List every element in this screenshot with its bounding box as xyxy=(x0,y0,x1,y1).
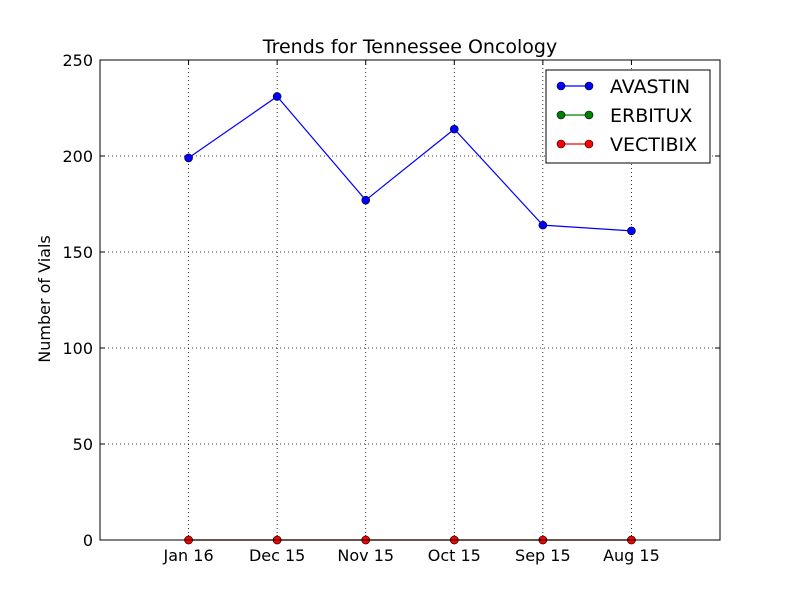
legend-marker xyxy=(584,139,594,149)
legend: AVASTIN ERBITUX VECTIBIX xyxy=(545,69,711,164)
x-tick-label: Aug 15 xyxy=(603,546,660,565)
legend-item: VECTIBIX xyxy=(556,134,697,156)
legend-label: VECTIBIX xyxy=(610,134,697,156)
legend-item: ERBITUX xyxy=(556,105,692,127)
x-tick-label: Nov 15 xyxy=(337,546,394,565)
legend-item: AVASTIN xyxy=(556,76,690,98)
plot-frame xyxy=(99,59,721,541)
x-tick-label: Jan 16 xyxy=(163,546,214,565)
data-point-avastin xyxy=(538,220,548,230)
axis-ticks: Jan 16 Dec 15 Nov 15 Oct 15 Sep 15 Aug 15 0 50 1… xyxy=(62,51,720,565)
y-tick-label: 100 xyxy=(62,339,93,358)
series-avastin xyxy=(184,92,636,236)
y-tick-label: 0 xyxy=(83,531,93,550)
legend-label: AVASTIN xyxy=(610,76,690,98)
legend-marker xyxy=(584,110,594,120)
y-tick-label: 200 xyxy=(62,147,93,166)
y-tick-label: 150 xyxy=(62,243,93,262)
x-tick-label: Oct 15 xyxy=(428,546,481,565)
data-point-avastin xyxy=(361,195,371,205)
data-point-avastin xyxy=(627,226,636,236)
legend-marker xyxy=(556,139,566,149)
legend-marker xyxy=(584,81,594,91)
series-line-avastin xyxy=(188,95,632,232)
data-point-avastin xyxy=(449,124,459,134)
y-tick-label: 50 xyxy=(73,435,93,454)
legend-marker xyxy=(556,110,566,120)
legend-label: ERBITUX xyxy=(610,105,692,127)
data-point-avastin xyxy=(272,92,282,101)
x-tick-label: Dec 15 xyxy=(249,546,305,565)
x-tick-label: Sep 15 xyxy=(515,546,571,565)
data-point-avastin xyxy=(184,153,193,163)
y-axis-label: Number of Vials xyxy=(35,235,54,363)
legend-marker xyxy=(556,81,566,91)
y-tick-label: 250 xyxy=(62,51,93,70)
chart-title: Trends for Tennessee Oncology xyxy=(262,36,557,58)
